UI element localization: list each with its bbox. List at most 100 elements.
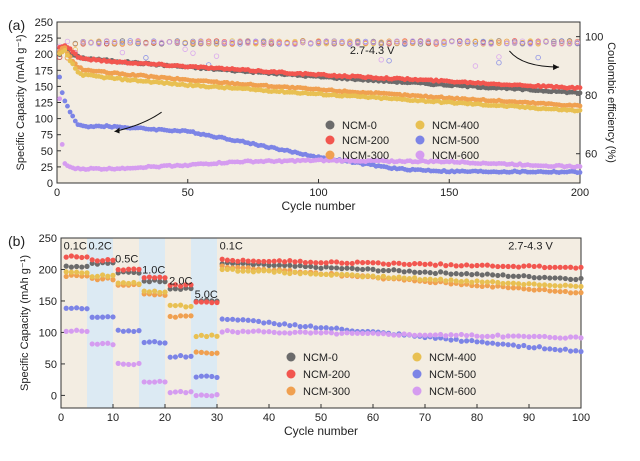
capacity-point (79, 328, 85, 334)
capacity-point (552, 283, 558, 289)
ce-point (166, 39, 173, 45)
ce-point (574, 39, 581, 45)
ce-point (558, 38, 565, 44)
capacity-point (542, 264, 548, 271)
capacity-point (115, 267, 121, 273)
y2-tick-label: 60 (585, 149, 597, 161)
ce-point (80, 39, 86, 45)
capacity-point (323, 329, 329, 335)
capacity-point (250, 318, 256, 324)
capacity-point (162, 340, 168, 346)
capacity-point (401, 269, 407, 275)
capacity-point (334, 325, 340, 331)
capacity-point (536, 263, 543, 269)
capacity-point (188, 389, 194, 395)
ce-point (213, 53, 220, 59)
capacity-point (354, 330, 360, 336)
ce-point (535, 39, 541, 45)
capacity-point (536, 275, 543, 281)
capacity-point (256, 258, 262, 265)
capacity-point (245, 268, 251, 274)
capacity-point (453, 263, 459, 269)
ce-point (190, 40, 196, 47)
ce-point (480, 40, 486, 46)
capacity-point (224, 266, 230, 272)
rate-label: 0.2C (89, 240, 112, 252)
capacity-point (370, 330, 376, 336)
capacity-point (334, 331, 340, 337)
capacity-point (162, 279, 168, 285)
capacity-point (79, 270, 85, 276)
ce-point (496, 60, 502, 66)
capacity-point (287, 270, 293, 277)
capacity-point (328, 265, 334, 271)
capacity-point (438, 276, 444, 282)
capacity-point (131, 361, 137, 368)
voltage-label: 2.7-4.3 V (508, 240, 553, 252)
capacity-point (484, 262, 490, 268)
capacity-point (391, 275, 397, 281)
capacity-point (68, 264, 74, 270)
capacity-point (531, 345, 537, 351)
ce-point (472, 41, 479, 47)
capacity-point (365, 259, 371, 266)
capacity-point (505, 342, 511, 348)
capacity-point (438, 331, 444, 338)
capacity-point (146, 339, 152, 345)
capacity-point (458, 331, 464, 338)
capacity-point (577, 164, 583, 169)
capacity-point (105, 260, 111, 266)
capacity-point (162, 379, 168, 385)
x-tick-label: 100 (309, 187, 327, 199)
capacity-point (542, 333, 548, 340)
capacity-point (188, 353, 194, 359)
rate-label: 0.5C (115, 254, 138, 266)
capacity-point (510, 333, 516, 339)
capacity-point (302, 323, 308, 330)
capacity-point (380, 273, 386, 279)
capacity-point (308, 259, 314, 265)
capacity-point (474, 283, 480, 289)
ce-point (480, 38, 486, 45)
ce-point (409, 38, 416, 44)
capacity-point (401, 331, 407, 337)
capacity-point (110, 277, 116, 283)
x-tick-label: 20 (159, 412, 171, 424)
capacity-point (578, 348, 584, 355)
legend-marker (325, 150, 335, 160)
ce-point (472, 38, 479, 44)
capacity-point (59, 90, 65, 96)
capacity-point (573, 334, 579, 340)
ce-point (268, 38, 275, 45)
ce-point (213, 38, 220, 44)
capacity-point (172, 314, 178, 320)
capacity-point (323, 264, 329, 270)
capacity-point (396, 332, 402, 338)
ce-point (362, 39, 369, 46)
capacity-point (323, 271, 329, 278)
y-tick-label: 200 (35, 49, 53, 61)
voltage-label: 2.7-4.3 V (350, 45, 395, 57)
capacity-point (417, 269, 423, 276)
capacity-point (469, 337, 475, 344)
capacity-point (484, 340, 490, 346)
ce-point (127, 38, 133, 44)
rate-label: 1.0C (142, 264, 165, 276)
ce-point (205, 39, 212, 46)
ce-point (394, 38, 400, 44)
ce-point (135, 38, 141, 44)
capacity-point (349, 260, 355, 267)
capacity-point (360, 330, 366, 336)
y-tick-label: 250 (35, 17, 53, 29)
capacity-point (568, 290, 574, 296)
capacity-point (115, 360, 121, 366)
legend-marker (412, 369, 422, 379)
y-tick-label: 150 (35, 81, 53, 93)
capacity-point (318, 265, 324, 271)
capacity-point (282, 330, 288, 336)
ce-point (127, 39, 133, 45)
capacity-point (432, 270, 438, 277)
capacity-point (297, 258, 303, 264)
capacity-point (490, 263, 496, 269)
capacity-point (526, 344, 532, 351)
